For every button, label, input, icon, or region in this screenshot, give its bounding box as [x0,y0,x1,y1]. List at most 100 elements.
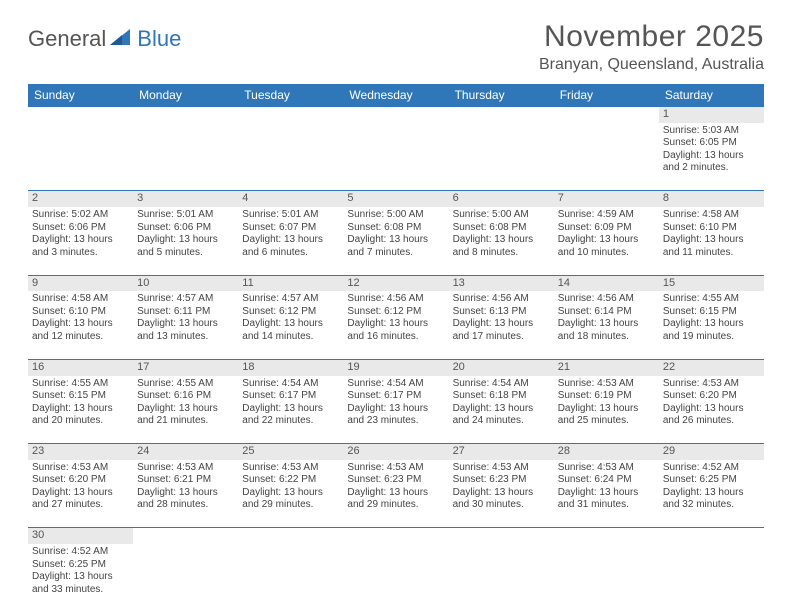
day-cell: Sunrise: 5:00 AMSunset: 6:08 PMDaylight:… [449,207,554,275]
day-cell: Sunrise: 4:56 AMSunset: 6:14 PMDaylight:… [554,291,659,359]
sunrise: Sunrise: 5:00 AM [347,209,444,222]
sunrise: Sunrise: 4:54 AM [453,378,550,391]
sunrise: Sunrise: 4:59 AM [558,209,655,222]
daylight: Daylight: 13 hours and 20 minutes. [32,403,129,428]
day-number: 8 [659,191,764,207]
day-cell: Sunrise: 4:55 AMSunset: 6:16 PMDaylight:… [133,376,238,444]
day-number [238,528,343,544]
daylight: Daylight: 13 hours and 8 minutes. [453,234,550,259]
sunrise: Sunrise: 5:01 AM [137,209,234,222]
day-number: 11 [238,275,343,291]
daylight: Daylight: 13 hours and 28 minutes. [137,487,234,512]
daynum-row: 2345678 [28,191,764,207]
sunrise: Sunrise: 4:52 AM [663,462,760,475]
day-cell: Sunrise: 4:57 AMSunset: 6:12 PMDaylight:… [238,291,343,359]
daylight: Daylight: 13 hours and 24 minutes. [453,403,550,428]
sunset: Sunset: 6:08 PM [347,222,444,235]
sunrise: Sunrise: 4:55 AM [137,378,234,391]
day-cell: Sunrise: 4:53 AMSunset: 6:21 PMDaylight:… [133,460,238,528]
day-cell: Sunrise: 4:53 AMSunset: 6:23 PMDaylight:… [343,460,448,528]
day-number [133,107,238,123]
sunrise: Sunrise: 4:53 AM [347,462,444,475]
sunset: Sunset: 6:09 PM [558,222,655,235]
day-cell: Sunrise: 4:53 AMSunset: 6:24 PMDaylight:… [554,460,659,528]
title-block: November 2025 Branyan, Queensland, Austr… [539,20,764,74]
sunset: Sunset: 6:23 PM [347,474,444,487]
daylight: Daylight: 13 hours and 6 minutes. [242,234,339,259]
day-cell: Sunrise: 4:52 AMSunset: 6:25 PMDaylight:… [28,544,133,612]
day-number: 12 [343,275,448,291]
sunset: Sunset: 6:15 PM [32,390,129,403]
logo-text-general: General [28,26,106,52]
day-number: 19 [343,359,448,375]
daylight: Daylight: 13 hours and 30 minutes. [453,487,550,512]
sunset: Sunset: 6:17 PM [347,390,444,403]
day-number: 5 [343,191,448,207]
day-cell: Sunrise: 5:02 AMSunset: 6:06 PMDaylight:… [28,207,133,275]
sunset: Sunset: 6:06 PM [137,222,234,235]
day-cell [133,544,238,612]
sunrise: Sunrise: 4:53 AM [242,462,339,475]
sunset: Sunset: 6:12 PM [347,306,444,319]
day-cell: Sunrise: 4:54 AMSunset: 6:17 PMDaylight:… [343,376,448,444]
day-number: 25 [238,444,343,460]
daylight: Daylight: 13 hours and 13 minutes. [137,318,234,343]
dayname-row: Sunday Monday Tuesday Wednesday Thursday… [28,84,764,107]
daylight: Daylight: 13 hours and 18 minutes. [558,318,655,343]
daylight: Daylight: 13 hours and 27 minutes. [32,487,129,512]
sunrise: Sunrise: 5:01 AM [242,209,339,222]
sunset: Sunset: 6:25 PM [663,474,760,487]
day-cell: Sunrise: 4:54 AMSunset: 6:18 PMDaylight:… [449,376,554,444]
day-cell [343,544,448,612]
daylight: Daylight: 13 hours and 26 minutes. [663,403,760,428]
day-cell: Sunrise: 4:55 AMSunset: 6:15 PMDaylight:… [28,376,133,444]
day-cell: Sunrise: 4:53 AMSunset: 6:23 PMDaylight:… [449,460,554,528]
sunrise: Sunrise: 5:03 AM [663,125,760,138]
day-number: 29 [659,444,764,460]
day-cell: Sunrise: 4:54 AMSunset: 6:17 PMDaylight:… [238,376,343,444]
day-number: 6 [449,191,554,207]
daylight: Daylight: 13 hours and 16 minutes. [347,318,444,343]
week-row: Sunrise: 5:02 AMSunset: 6:06 PMDaylight:… [28,207,764,275]
sunrise: Sunrise: 4:53 AM [663,378,760,391]
day-cell: Sunrise: 4:53 AMSunset: 6:20 PMDaylight:… [28,460,133,528]
month-title: November 2025 [539,20,764,54]
daynum-row: 30 [28,528,764,544]
day-cell [659,544,764,612]
week-row: Sunrise: 4:58 AMSunset: 6:10 PMDaylight:… [28,291,764,359]
day-number [554,107,659,123]
day-number: 2 [28,191,133,207]
day-number: 26 [343,444,448,460]
day-cell: Sunrise: 4:56 AMSunset: 6:12 PMDaylight:… [343,291,448,359]
sunset: Sunset: 6:20 PM [663,390,760,403]
day-cell: Sunrise: 4:52 AMSunset: 6:25 PMDaylight:… [659,460,764,528]
day-number [133,528,238,544]
day-cell: Sunrise: 4:55 AMSunset: 6:15 PMDaylight:… [659,291,764,359]
day-number: 3 [133,191,238,207]
dayname: Friday [554,84,659,107]
day-cell [28,123,133,191]
day-number: 16 [28,359,133,375]
dayname: Tuesday [238,84,343,107]
day-number [554,528,659,544]
day-number: 24 [133,444,238,460]
calendar-table: Sunday Monday Tuesday Wednesday Thursday… [28,84,764,612]
day-number: 7 [554,191,659,207]
dayname: Monday [133,84,238,107]
day-number [449,528,554,544]
sunset: Sunset: 6:10 PM [32,306,129,319]
sunset: Sunset: 6:22 PM [242,474,339,487]
sunset: Sunset: 6:24 PM [558,474,655,487]
sunrise: Sunrise: 4:52 AM [32,546,129,559]
day-cell: Sunrise: 4:57 AMSunset: 6:11 PMDaylight:… [133,291,238,359]
sunset: Sunset: 6:07 PM [242,222,339,235]
sunset: Sunset: 6:10 PM [663,222,760,235]
daynum-row: 23242526272829 [28,444,764,460]
day-number [343,107,448,123]
day-cell: Sunrise: 5:01 AMSunset: 6:07 PMDaylight:… [238,207,343,275]
daylight: Daylight: 13 hours and 11 minutes. [663,234,760,259]
week-row: Sunrise: 4:52 AMSunset: 6:25 PMDaylight:… [28,544,764,612]
daynum-row: 16171819202122 [28,359,764,375]
day-number: 1 [659,107,764,123]
sunset: Sunset: 6:11 PM [137,306,234,319]
